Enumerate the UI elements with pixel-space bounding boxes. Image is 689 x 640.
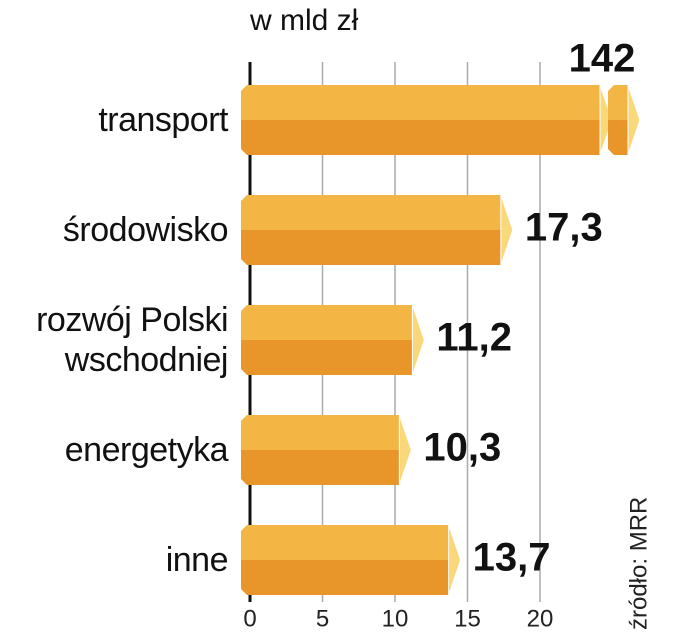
- x-tick-label: 20: [527, 605, 554, 632]
- source-note: źródło: MRR: [625, 497, 652, 630]
- bar-tip: [398, 414, 412, 486]
- bar-top: [241, 85, 600, 120]
- x-tick-label: 10: [382, 605, 409, 632]
- bar-tip: [411, 304, 425, 376]
- bar: [241, 304, 425, 376]
- bar-bottom: [241, 230, 501, 265]
- bar-top: [241, 305, 413, 340]
- bar: [241, 414, 412, 486]
- bar-tip: [599, 84, 613, 156]
- category-label: środowisko: [62, 211, 229, 249]
- bar-bottom: [241, 120, 600, 155]
- bar-tip: [448, 524, 462, 596]
- bar-top: [241, 195, 501, 230]
- category-label: transport: [98, 101, 228, 139]
- value-label: 10,3: [423, 426, 501, 470]
- category-label: rozwój Polski wschodniej: [36, 301, 228, 379]
- bar-top: [608, 85, 628, 120]
- value-label: 142: [569, 37, 636, 81]
- bar: [241, 84, 641, 156]
- chart-title: w mld zł: [249, 4, 359, 37]
- value-label: 11,2: [436, 316, 512, 360]
- value-label: 17,3: [525, 206, 603, 250]
- bar-top: [241, 415, 400, 450]
- x-tick-label: 0: [243, 605, 256, 632]
- value-label: 13,7: [473, 536, 551, 580]
- x-tick-label: 5: [316, 605, 329, 632]
- bar-bottom: [241, 340, 413, 375]
- category-label: inne: [165, 541, 229, 579]
- bar-tip: [500, 194, 514, 266]
- bar-bottom: [608, 120, 628, 155]
- bar-tip: [627, 84, 641, 156]
- x-tick-label: 15: [454, 605, 481, 632]
- bar: [241, 524, 462, 596]
- bar: [241, 194, 514, 266]
- bar-bottom: [241, 450, 400, 485]
- bar-top: [241, 525, 449, 560]
- bar-bottom: [241, 560, 449, 595]
- category-label: energetyka: [64, 431, 229, 469]
